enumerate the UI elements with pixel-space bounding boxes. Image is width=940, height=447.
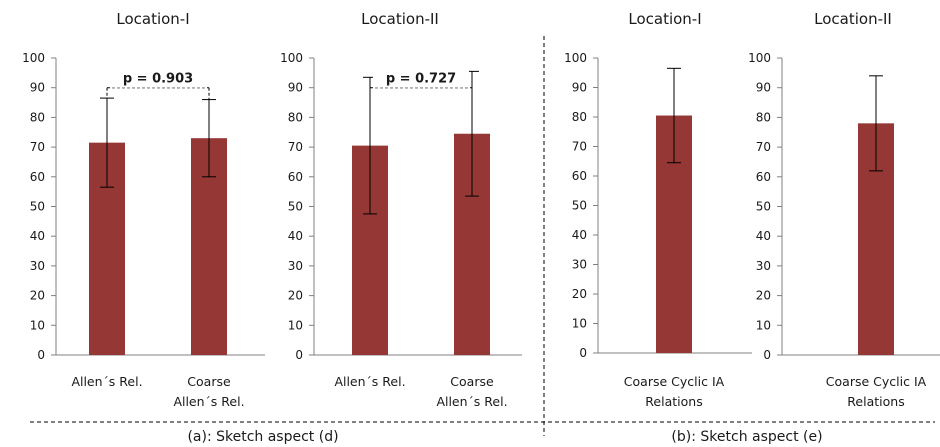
y-tick-label: 90: [756, 81, 771, 95]
y-tick-label: 50: [756, 200, 771, 214]
y-tick-label: 40: [288, 229, 303, 243]
y-tick-label: 20: [30, 289, 45, 303]
y-tick-label: 0: [763, 348, 771, 362]
y-tick-label: 80: [30, 110, 45, 124]
x-category-label: Allen´s Rel.: [334, 374, 405, 389]
chart-title: Location-I: [628, 10, 701, 28]
y-tick-label: 90: [288, 81, 303, 95]
chart-panel-1: Location-I 0 10 20 30 40 50 60 70 80 90 100 Allen´s …: [22, 10, 265, 409]
y-tick-label: 50: [30, 200, 45, 214]
chart-panel-4: Location-II 0 10 20 30 40 50 60 70 80 90 100 Coarse …: [748, 10, 940, 409]
y-tick-label: 30: [30, 259, 45, 273]
y-tick-label: 90: [572, 81, 587, 95]
y-tick-label: 100: [22, 51, 45, 65]
x-category-label: Relations: [847, 394, 904, 409]
y-tick-label: 40: [756, 229, 771, 243]
chart-panel-2: Location-II 0 10 20 30 40 50 60 70 80 90 100 Allen´s…: [280, 10, 522, 409]
y-tick-label: 70: [572, 140, 587, 154]
y-tick-label: 60: [288, 170, 303, 184]
y-tick-label: 80: [288, 110, 303, 124]
y-tick-label: 100: [564, 51, 587, 65]
caption-b: (b): Sketch aspect (e): [671, 429, 822, 445]
p-value-label: p = 0.903: [123, 72, 193, 87]
y-tick-label: 60: [572, 169, 587, 183]
chart-title: Location-II: [814, 10, 892, 28]
y-tick-label: 0: [295, 348, 303, 362]
p-value-label: p = 0.727: [386, 72, 456, 87]
x-category-label: Relations: [645, 394, 702, 409]
y-tick-label: 100: [748, 51, 771, 65]
y-tick-label: 40: [572, 228, 587, 242]
y-tick-label: 70: [30, 140, 45, 154]
chart-title: Location-I: [116, 10, 189, 28]
x-category-label: Coarse Cyclic IA: [624, 374, 725, 389]
p-value-background: [110, 67, 206, 88]
y-tick-label: 70: [288, 140, 303, 154]
x-category-label: Allen´s Rel.: [71, 374, 142, 389]
y-tick-label: 0: [37, 348, 45, 362]
x-category-label: Allen´s Rel.: [173, 394, 244, 409]
y-tick-label: 20: [572, 287, 587, 301]
y-tick-label: 10: [30, 318, 45, 332]
x-category-label: Allen´s Rel.: [436, 394, 507, 409]
y-tick-label: 0: [579, 346, 587, 360]
y-tick-label: 30: [572, 258, 587, 272]
y-tick-label: 30: [756, 259, 771, 273]
x-category-label: Coarse Cyclic IA: [826, 374, 927, 389]
y-tick-label: 100: [280, 51, 303, 65]
y-tick-label: 60: [30, 170, 45, 184]
x-category-label: Coarse: [187, 374, 231, 389]
y-tick-label: 80: [572, 110, 587, 124]
y-tick-label: 70: [756, 140, 771, 154]
y-tick-label: 30: [288, 259, 303, 273]
y-tick-label: 50: [288, 200, 303, 214]
y-tick-label: 50: [572, 199, 587, 213]
y-tick-label: 60: [756, 170, 771, 184]
y-tick-label: 10: [288, 318, 303, 332]
y-tick-label: 20: [756, 289, 771, 303]
y-tick-label: 40: [30, 229, 45, 243]
y-tick-label: 90: [30, 81, 45, 95]
caption-a: (a): Sketch aspect (d): [187, 429, 338, 445]
p-value-background: [373, 67, 469, 88]
y-tick-label: 10: [756, 318, 771, 332]
y-tick-label: 20: [288, 289, 303, 303]
y-tick-label: 80: [756, 110, 771, 124]
chart-panel-3: Location-I 0 10 20 30 40 50 60 70 80 90 100 Coarse C…: [564, 10, 752, 409]
y-tick-label: 10: [572, 317, 587, 331]
x-category-label: Coarse: [450, 374, 494, 389]
chart-title: Location-II: [361, 10, 439, 28]
